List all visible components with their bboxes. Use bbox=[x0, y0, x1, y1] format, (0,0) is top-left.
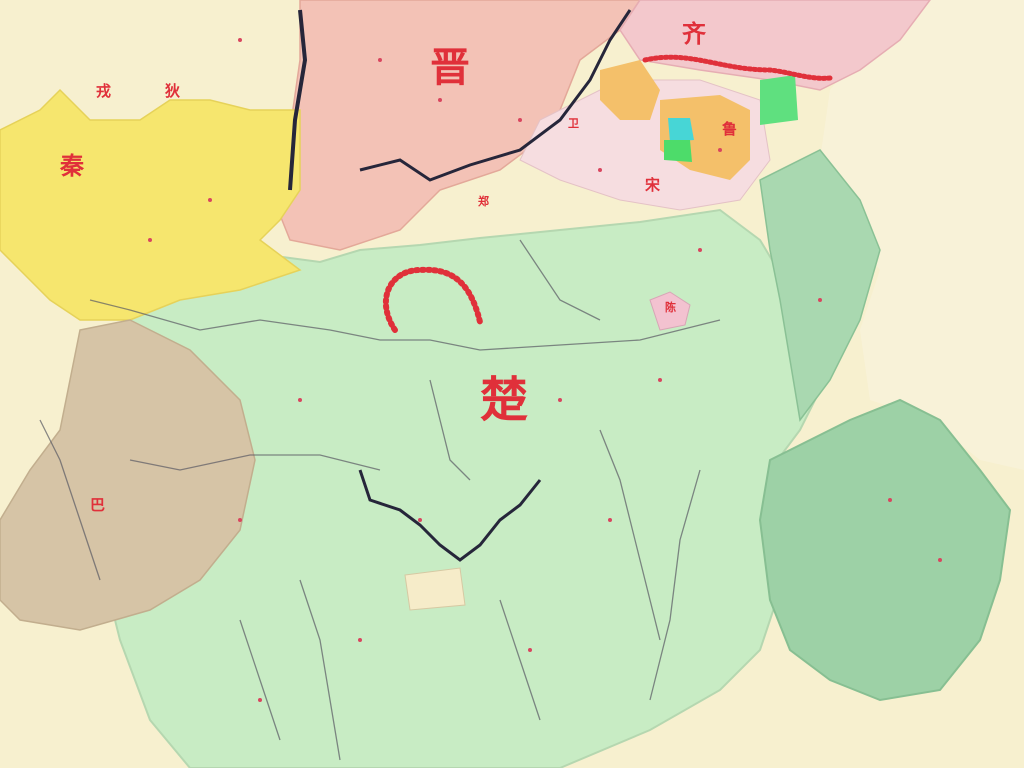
label-zheng: 郑 bbox=[478, 195, 489, 208]
river-yangtze bbox=[358, 469, 542, 562]
wu-territory bbox=[758, 398, 1012, 702]
coastal-strip bbox=[759, 149, 881, 422]
state-orange-1 bbox=[600, 60, 660, 120]
river-yellow bbox=[359, 9, 632, 182]
label-di: 狄 bbox=[165, 82, 181, 100]
chu-wall bbox=[382, 266, 483, 333]
state-green-2 bbox=[664, 140, 692, 162]
qin-territory bbox=[0, 88, 302, 321]
state-cyan bbox=[668, 118, 694, 142]
state-green-1 bbox=[760, 75, 798, 125]
city-markers bbox=[148, 38, 942, 702]
sea-area bbox=[820, 0, 1024, 470]
label-chen: 陈 bbox=[665, 301, 676, 314]
river-west-segment bbox=[288, 9, 308, 191]
label-ba: 巴 bbox=[90, 496, 106, 514]
label-rong: 戎 bbox=[96, 82, 112, 100]
label-wei: 卫 bbox=[568, 117, 579, 130]
label-qi: 齐 bbox=[682, 19, 706, 48]
ba-territory bbox=[0, 319, 256, 631]
label-qin: 秦 bbox=[60, 151, 84, 180]
label-chu: 楚 bbox=[480, 372, 529, 428]
enclave-pink bbox=[649, 291, 691, 331]
label-song: 宋 bbox=[645, 176, 661, 194]
enclave-beige bbox=[404, 567, 466, 611]
label-lu: 鲁 bbox=[722, 120, 738, 138]
river-network bbox=[39, 239, 721, 761]
qi-wall bbox=[642, 54, 833, 81]
label-jin: 晋 bbox=[430, 44, 470, 91]
